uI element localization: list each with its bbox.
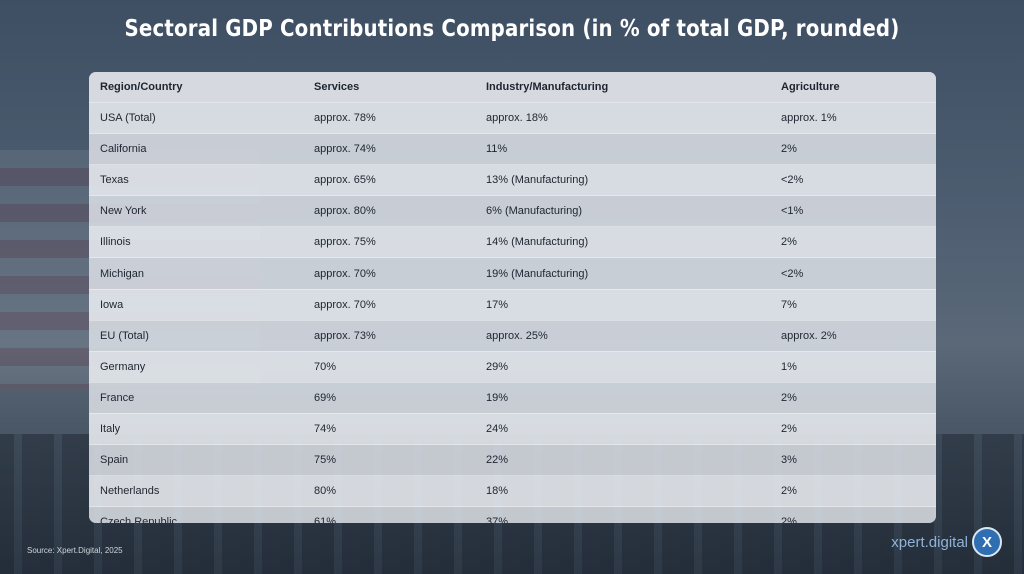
- table-cell: approx. 18%: [475, 102, 770, 135]
- table-cell: 61%: [303, 506, 475, 523]
- table-row: Illinois approx. 75% 14% (Manufacturing) 2%: [89, 226, 936, 259]
- table-cell: approx. 75%: [303, 226, 475, 259]
- table-cell: 1%: [770, 351, 936, 383]
- table-cell: approx. 74%: [303, 133, 475, 166]
- table-cell: approx. 25%: [475, 320, 770, 352]
- source-note: Source: Xpert.Digital, 2025: [27, 546, 123, 555]
- table-cell: Illinois: [89, 226, 303, 259]
- table-cell: California: [89, 133, 303, 166]
- table-cell: 29%: [475, 351, 770, 383]
- brand-logo[interactable]: xpert.digital X: [891, 527, 1002, 557]
- table-row: Italy 74% 24% 2%: [89, 413, 936, 446]
- table-cell: 80%: [303, 475, 475, 508]
- table-cell: approx. 70%: [303, 289, 475, 321]
- table-cell: 19%: [475, 382, 770, 414]
- table-row: California approx. 74% 11% 2%: [89, 133, 936, 166]
- table-cell: Germany: [89, 351, 303, 383]
- table-row: Czech Republic 61% 37% 2%: [89, 506, 936, 523]
- table-cell: Iowa: [89, 289, 303, 321]
- table-cell: 2%: [770, 133, 936, 166]
- table-cell: Spain: [89, 444, 303, 477]
- table-cell: 70%: [303, 351, 475, 383]
- table-row: Texas approx. 65% 13% (Manufacturing) <2%: [89, 164, 936, 197]
- table-cell: Czech Republic: [89, 506, 303, 523]
- table-cell: 2%: [770, 382, 936, 414]
- table-header-row: Region/Country Services Industry/Manufactu…: [89, 72, 936, 103]
- table-cell: 74%: [303, 413, 475, 446]
- table-cell: 37%: [475, 506, 770, 523]
- table-body: USA (Total) approx. 78% approx. 18% approx.…: [89, 102, 936, 523]
- table-cell: approx. 78%: [303, 102, 475, 135]
- column-header: Agriculture: [770, 72, 936, 103]
- table-cell: approx. 65%: [303, 164, 475, 197]
- table-row: Michigan approx. 70% 19% (Manufacturing) <2…: [89, 257, 936, 290]
- table-cell: France: [89, 382, 303, 414]
- table-row: Germany 70% 29% 1%: [89, 351, 936, 383]
- gdp-table: Region/Country Services Industry/Manufactu…: [89, 72, 936, 523]
- table-cell: <2%: [770, 257, 936, 290]
- table-cell: Texas: [89, 164, 303, 197]
- table-cell: approx. 2%: [770, 320, 936, 352]
- table-cell: USA (Total): [89, 102, 303, 135]
- table-cell: Italy: [89, 413, 303, 446]
- table-row: New York approx. 80% 6% (Manufacturing) <1%: [89, 195, 936, 228]
- table-cell: 2%: [770, 226, 936, 259]
- table-cell: Michigan: [89, 257, 303, 290]
- table-cell: approx. 1%: [770, 102, 936, 135]
- table-cell: 6% (Manufacturing): [475, 195, 770, 228]
- table-row: France 69% 19% 2%: [89, 382, 936, 414]
- logo-badge-icon: X: [972, 527, 1002, 557]
- table-row: Spain 75% 22% 3%: [89, 444, 936, 477]
- table-cell: approx. 73%: [303, 320, 475, 352]
- table-cell: 24%: [475, 413, 770, 446]
- table-row: EU (Total) approx. 73% approx. 25% approx. …: [89, 320, 936, 352]
- table-cell: 14% (Manufacturing): [475, 226, 770, 259]
- table-cell: 22%: [475, 444, 770, 477]
- table-cell: 2%: [770, 413, 936, 446]
- logo-text: xpert.digital: [891, 533, 968, 551]
- chart-title: Sectoral GDP Contributions Comparison (i…: [124, 16, 900, 42]
- table-cell: 3%: [770, 444, 936, 477]
- table-cell: 75%: [303, 444, 475, 477]
- table-cell: EU (Total): [89, 320, 303, 352]
- table-cell: 2%: [770, 506, 936, 523]
- table-cell: 2%: [770, 475, 936, 508]
- table-cell: Netherlands: [89, 475, 303, 508]
- column-header: Industry/Manufacturing: [475, 72, 770, 103]
- table-cell: approx. 70%: [303, 257, 475, 290]
- table-cell: <1%: [770, 195, 936, 228]
- table-row: Netherlands 80% 18% 2%: [89, 475, 936, 508]
- table-cell: approx. 80%: [303, 195, 475, 228]
- table-cell: 17%: [475, 289, 770, 321]
- table-cell: 19% (Manufacturing): [475, 257, 770, 290]
- table-row: Iowa approx. 70% 17% 7%: [89, 289, 936, 321]
- data-table-panel: Region/Country Services Industry/Manufactu…: [89, 72, 936, 523]
- table-cell: 18%: [475, 475, 770, 508]
- table-cell: <2%: [770, 164, 936, 197]
- table-cell: 13% (Manufacturing): [475, 164, 770, 197]
- column-header: Services: [303, 72, 475, 103]
- table-cell: New York: [89, 195, 303, 228]
- table-cell: 69%: [303, 382, 475, 414]
- table-cell: 11%: [475, 133, 770, 166]
- column-header: Region/Country: [89, 72, 303, 103]
- table-row: USA (Total) approx. 78% approx. 18% approx.…: [89, 102, 936, 135]
- table-cell: 7%: [770, 289, 936, 321]
